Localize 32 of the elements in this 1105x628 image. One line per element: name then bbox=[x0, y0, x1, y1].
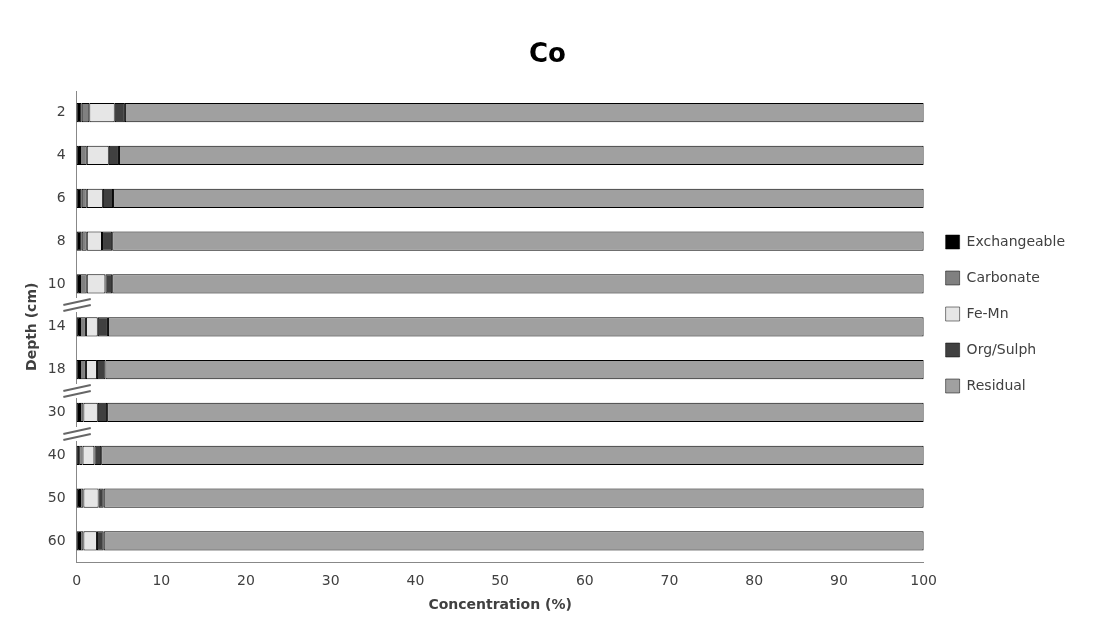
y-axis-title: Depth (cm) bbox=[23, 282, 40, 371]
legend-label: Exchangeable bbox=[966, 232, 1066, 249]
y-tick-label: 60 bbox=[47, 531, 66, 548]
x-tick-label: 10 bbox=[152, 572, 171, 589]
y-tick-label: 30 bbox=[47, 403, 66, 420]
x-tick-label: 20 bbox=[237, 572, 255, 589]
x-axis-title: Concentration (%) bbox=[428, 596, 572, 613]
chart-title: Co bbox=[529, 38, 566, 69]
x-tick-label: 30 bbox=[321, 572, 340, 589]
legend-label: Org/Sulph bbox=[966, 340, 1037, 357]
x-tick-label: 60 bbox=[575, 572, 594, 589]
y-tick-label: 8 bbox=[56, 231, 66, 248]
x-tick-label: 70 bbox=[660, 572, 679, 589]
y-tick-label: 18 bbox=[47, 360, 66, 377]
legend-label: Residual bbox=[966, 376, 1026, 393]
y-tick-label: 10 bbox=[47, 274, 66, 291]
x-tick-label: 0 bbox=[72, 572, 82, 589]
y-tick-label: 50 bbox=[47, 488, 66, 505]
x-tick-label: 90 bbox=[830, 572, 848, 589]
legend-label: Carbonate bbox=[966, 268, 1040, 285]
y-tick-label: 40 bbox=[47, 445, 66, 462]
bar bbox=[76, 231, 82, 251]
y-tick-label: 4 bbox=[56, 146, 66, 163]
y-tick-label: 2 bbox=[56, 103, 66, 120]
bar bbox=[76, 188, 82, 208]
y-tick-label: 14 bbox=[47, 317, 66, 334]
x-tick-label: 100 bbox=[910, 572, 937, 589]
y-tick-label: 6 bbox=[56, 188, 66, 205]
x-tick-label: 50 bbox=[491, 572, 510, 589]
legend-label: Fe-Mn bbox=[966, 304, 1009, 321]
x-tick-label: 40 bbox=[406, 572, 425, 589]
x-tick-label: 80 bbox=[745, 572, 764, 589]
